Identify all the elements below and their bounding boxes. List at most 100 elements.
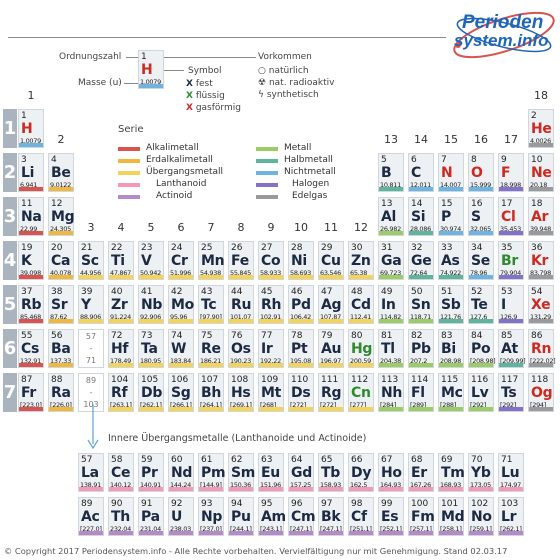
element-cell-as[interactable]: 33 As 74,922 [438,241,464,280]
element-cell-th[interactable]: 90 Th 232,04 [108,497,134,536]
element-cell-yb[interactable]: 70 Yb 173,05 [468,453,494,492]
element-cell-s[interactable]: 16 S 32,065 [468,197,494,236]
element-cell-pm[interactable]: 61 Pm [144,9] [198,453,226,492]
element-cell-p[interactable]: 15 P 30,974 [438,197,464,236]
element-cell-sb[interactable]: 51 Sb 121,76 [438,285,464,324]
element-cell-fl[interactable]: 114 Fl [289] [408,373,434,412]
brand-logo[interactable]: Perioden system.info [448,0,560,70]
element-cell-bi[interactable]: 83 Bi 208,98 [438,329,464,368]
element-cell-nb[interactable]: 41 Nb 92,906 [138,285,164,324]
element-cell-es[interactable]: 99 Es [252,1] [378,497,404,536]
element-cell-v[interactable]: 23 V 50,942 [138,241,164,280]
element-cell-lu[interactable]: 71 Lu 174,97 [498,453,524,492]
element-cell-cd[interactable]: 48 Cd 112,41 [348,285,374,324]
element-cell-db[interactable]: 105 Db [262,1] [138,373,164,412]
element-cell-ba[interactable]: 56 Ba 137,33 [48,329,74,368]
element-cell-k[interactable]: 19 K 39,098 [18,241,44,280]
element-cell-rn[interactable]: 86 Rn [222,02] [528,329,556,368]
element-cell-tb[interactable]: 65 Tb 158,93 [318,453,344,492]
element-cell-te[interactable]: 52 Te 127,6 [468,285,494,324]
element-cell-pd[interactable]: 46 Pd 106,42 [288,285,314,324]
element-cell-pu[interactable]: 94 Pu [244,1] [228,497,254,536]
element-cell-zn[interactable]: 30 Zn 65,38 [348,241,374,280]
element-cell-co[interactable]: 27 Co 58,933 [258,241,284,280]
element-cell-he[interactable]: 2 He 4,0026 [528,109,554,148]
element-cell-mg[interactable]: 12 Mg 24,305 [48,197,75,236]
element-cell-ac[interactable]: 89 Ac [227,0] [78,497,104,536]
element-cell-gd[interactable]: 64 Gd 157,25 [288,453,314,492]
element-cell-w[interactable]: 74 W 183,84 [168,329,194,368]
element-cell-o[interactable]: 8 O 15,999 [468,153,494,192]
element-cell-cu[interactable]: 29 Cu 63,546 [318,241,344,280]
element-cell-lr[interactable]: 103 Lr [262,1] [498,497,524,536]
element-cell-ga[interactable]: 31 Ga 69,723 [378,241,404,280]
element-cell-pa[interactable]: 91 Pa 231,04 [138,497,164,536]
element-cell-hg[interactable]: 80 Hg 200,59 [348,329,374,368]
element-cell-hf[interactable]: 72 Hf 178,49 [108,329,134,368]
element-cell-mo[interactable]: 42 Mo 95,96 [168,285,194,324]
element-cell-in[interactable]: 49 In 114,82 [378,285,404,324]
element-cell-u[interactable]: 92 U 238,03 [168,497,194,536]
element-cell-ti[interactable]: 22 Ti 47,867 [108,241,134,280]
element-cell-tm[interactable]: 69 Tm 168,93 [438,453,465,492]
element-cell-ce[interactable]: 58 Ce 140,12 [108,453,134,492]
element-cell-cn[interactable]: 112 Cn [277] [348,373,374,412]
element-cell-ds[interactable]: 110 Ds [272] [288,373,314,412]
element-cell-pr[interactable]: 59 Pr 140,91 [138,453,164,492]
element-cell-cl[interactable]: 17 Cl 35,453 [498,197,524,236]
element-cell-li[interactable]: 3 Li 6,941 [18,153,44,192]
element-cell-po[interactable]: 84 Po [208,98] [468,329,496,368]
element-cell-ca[interactable]: 20 Ca 40,078 [48,241,74,280]
element-cell-ag[interactable]: 47 Ag 107,87 [318,285,344,324]
element-cell-lv[interactable]: 116 Lv [292] [468,373,494,412]
element-cell-nh[interactable]: 113 Nh [284] [378,373,404,412]
element-cell-md[interactable]: 101 Md [258,1] [438,497,465,536]
element-cell-no[interactable]: 102 No [259,1] [468,497,494,536]
element-cell-tc[interactable]: 43 Tc [97,90] [198,285,224,324]
element-cell-np[interactable]: 93 Np [237,0] [198,497,224,536]
element-cell-nd[interactable]: 60 Nd 144,24 [168,453,194,492]
element-cell-og[interactable]: 118 Og [294] [528,373,554,412]
element-cell-rb[interactable]: 37 Rb 85,468 [18,285,44,324]
element-cell-at[interactable]: 85 At [209,99] [498,329,526,368]
element-cell-be[interactable]: 4 Be 9,0122 [48,153,74,192]
element-cell-pt[interactable]: 78 Pt 195,08 [288,329,314,368]
element-cell-au[interactable]: 79 Au 196,97 [318,329,344,368]
element-cell-xe[interactable]: 54 Xe 131,29 [528,285,554,324]
element-cell-cf[interactable]: 98 Cf [251,1] [348,497,374,536]
element-cell-fm[interactable]: 100 Fm [257,1] [408,497,435,536]
element-cell-dy[interactable]: 66 Dy 162,5 [348,453,374,492]
element-cell-fr[interactable]: 87 Fr [223,0] [18,373,44,412]
element-cell-eu[interactable]: 63 Eu 151,96 [258,453,284,492]
element-cell-tl[interactable]: 81 Tl 204,38 [378,329,404,368]
element-cell-am[interactable]: 95 Am [243,1] [258,497,286,536]
element-cell-y[interactable]: 39 Y 88,906 [78,285,104,324]
element-cell-rg[interactable]: 111 Rg [272] [318,373,344,412]
element-cell-ru[interactable]: 44 Ru 101,07 [228,285,254,324]
element-cell-ni[interactable]: 28 Ni 58,693 [288,241,314,280]
element-cell-h[interactable]: 1 H 1,0079 [18,109,44,148]
element-cell-ra[interactable]: 88 Ra [226,0] [48,373,74,412]
element-cell-ta[interactable]: 73 Ta 180,95 [138,329,164,368]
element-cell-cm[interactable]: 96 Cm [247,1] [288,497,316,536]
element-cell-mt[interactable]: 109 Mt [268] [258,373,284,412]
element-cell-la[interactable]: 57 La 138,91 [78,453,104,492]
element-cell-er[interactable]: 68 Er 167,26 [408,453,434,492]
element-cell-re[interactable]: 75 Re 186,21 [198,329,224,368]
element-cell-ts[interactable]: 117 Ts [292] [498,373,524,412]
element-cell-ne[interactable]: 10 Ne 20,18 [528,153,554,192]
element-cell-mc[interactable]: 115 Mc [288] [438,373,464,412]
element-cell-na[interactable]: 11 Na 22,99 [18,197,44,236]
element-cell-sm[interactable]: 62 Sm 150,36 [228,453,255,492]
element-cell-sc[interactable]: 21 Sc 44,956 [78,241,104,280]
element-cell-rf[interactable]: 104 Rf [263,1] [108,373,134,412]
element-cell-mn[interactable]: 25 Mn 54,938 [198,241,225,280]
element-cell-sg[interactable]: 106 Sg [266,1] [168,373,194,412]
element-cell-br[interactable]: 35 Br 79,904 [498,241,524,280]
element-cell-rh[interactable]: 45 Rh 102,91 [258,285,284,324]
element-cell-bk[interactable]: 97 Bk [247,1] [318,497,344,536]
element-cell-al[interactable]: 13 Al 26,982 [378,197,404,236]
element-cell-os[interactable]: 76 Os 190,23 [228,329,254,368]
element-cell-ar[interactable]: 18 Ar 39,948 [528,197,554,236]
element-cell-sn[interactable]: 50 Sn 118,71 [408,285,434,324]
